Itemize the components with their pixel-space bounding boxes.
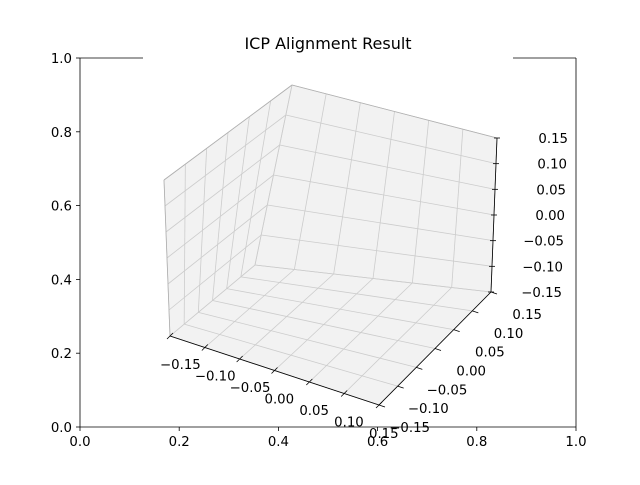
z-tick-label: 0.15 bbox=[538, 132, 568, 147]
x-tick-label: 0.15 bbox=[369, 427, 399, 442]
outer-x-tick-label: 0.2 bbox=[169, 435, 190, 450]
x-tick-label: −0.15 bbox=[160, 358, 201, 373]
pane-y-min bbox=[255, 85, 497, 292]
outer-x-tick-label: 0.4 bbox=[268, 435, 289, 450]
outer-y-tick-label: 0.2 bbox=[51, 347, 72, 362]
y-tick-label: 0.05 bbox=[475, 346, 505, 361]
outer-x-tick-label: 0.6 bbox=[367, 435, 388, 450]
x-tick bbox=[271, 367, 278, 374]
y-tick-label: −0.10 bbox=[408, 402, 449, 417]
x-tick bbox=[306, 378, 313, 386]
y-tick bbox=[378, 404, 386, 408]
outer-y-tick-label: 0.0 bbox=[51, 421, 72, 436]
z-tick-label: −0.10 bbox=[522, 260, 563, 275]
x-tick bbox=[166, 332, 174, 340]
chart-title: ICP Alignment Result bbox=[244, 34, 411, 53]
grid-y-floor bbox=[184, 323, 398, 387]
x-tick-label: −0.05 bbox=[230, 381, 271, 396]
y-tick bbox=[472, 310, 479, 314]
grid-z-wall-y bbox=[285, 114, 497, 165]
outer-x-tick-label: 0.8 bbox=[466, 435, 487, 450]
y-tick-label: 0.00 bbox=[456, 365, 486, 380]
pane-edge bbox=[163, 84, 293, 181]
outer-y-tick-label: 0.8 bbox=[51, 126, 72, 141]
x-tick bbox=[236, 355, 243, 363]
z-tick-label: −0.15 bbox=[521, 286, 562, 301]
outer-x-tick-label: 0.0 bbox=[69, 435, 90, 450]
z-tick-label: −0.05 bbox=[523, 235, 564, 250]
axes3d-ticks: −0.15−0.10−0.050.000.050.100.15−0.15−0.1… bbox=[160, 132, 568, 442]
x-tick-label: 0.10 bbox=[334, 416, 364, 431]
y-tick bbox=[416, 366, 423, 370]
y-tick-label: 0.10 bbox=[494, 327, 524, 342]
x-tick-label: 0.00 bbox=[265, 393, 295, 408]
outer-axes: 0.0 0.2 0.4 0.6 0.8 1.0 0.0 0.2 0.4 0.6 0.8 1.0 bbox=[51, 52, 587, 450]
pane-z-min bbox=[170, 265, 491, 405]
pane-edge bbox=[163, 179, 171, 337]
pane-edge bbox=[291, 84, 498, 139]
x-tick-label: −0.10 bbox=[195, 370, 236, 385]
z-tick-label: 0.05 bbox=[536, 183, 566, 198]
x-tick bbox=[201, 344, 209, 351]
outer-x-tick-label: 1.0 bbox=[565, 435, 586, 450]
outer-y-tick-label: 1.0 bbox=[51, 52, 72, 67]
grid-z-wall-x bbox=[164, 114, 287, 207]
y-tick bbox=[434, 348, 442, 351]
z-tick-label: 0.00 bbox=[535, 209, 565, 224]
outer-y-tick-label: 0.4 bbox=[51, 273, 72, 288]
outer-y-tick-label: 0.6 bbox=[51, 200, 72, 215]
z-tick-label: 0.10 bbox=[537, 158, 567, 173]
y-tick-label: −0.15 bbox=[389, 421, 430, 436]
y-tick bbox=[453, 329, 460, 333]
y-tick bbox=[397, 385, 404, 389]
y-tick-label: 0.15 bbox=[512, 308, 542, 323]
x-tick bbox=[340, 390, 348, 397]
y-tick-label: −0.05 bbox=[427, 383, 468, 398]
x-tick-label: 0.05 bbox=[299, 404, 329, 419]
